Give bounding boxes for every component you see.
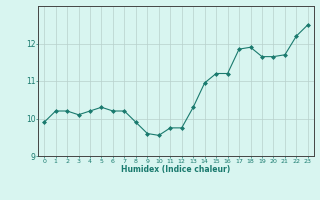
X-axis label: Humidex (Indice chaleur): Humidex (Indice chaleur) bbox=[121, 165, 231, 174]
